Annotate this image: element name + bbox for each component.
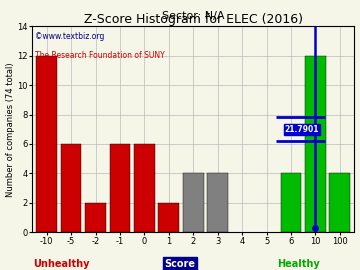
Text: Sector: N/A: Sector: N/A — [162, 11, 225, 21]
Bar — [329, 173, 350, 232]
Bar — [85, 203, 106, 232]
Bar — [280, 173, 301, 232]
Bar — [109, 144, 130, 232]
Bar — [305, 56, 326, 232]
Bar — [183, 173, 204, 232]
Bar — [134, 144, 155, 232]
Bar — [207, 173, 228, 232]
Text: 21.7901: 21.7901 — [285, 125, 319, 134]
Y-axis label: Number of companies (74 total): Number of companies (74 total) — [5, 62, 14, 197]
Bar — [61, 144, 81, 232]
Text: ©www.textbiz.org: ©www.textbiz.org — [35, 32, 105, 41]
Title: Z-Score Histogram for ELEC (2016): Z-Score Histogram for ELEC (2016) — [84, 14, 303, 26]
Text: Healthy: Healthy — [278, 259, 320, 269]
Bar — [158, 203, 179, 232]
Text: Score: Score — [165, 259, 195, 269]
Text: The Research Foundation of SUNY: The Research Foundation of SUNY — [35, 51, 165, 60]
Bar — [36, 56, 57, 232]
Text: Unhealthy: Unhealthy — [33, 259, 89, 269]
